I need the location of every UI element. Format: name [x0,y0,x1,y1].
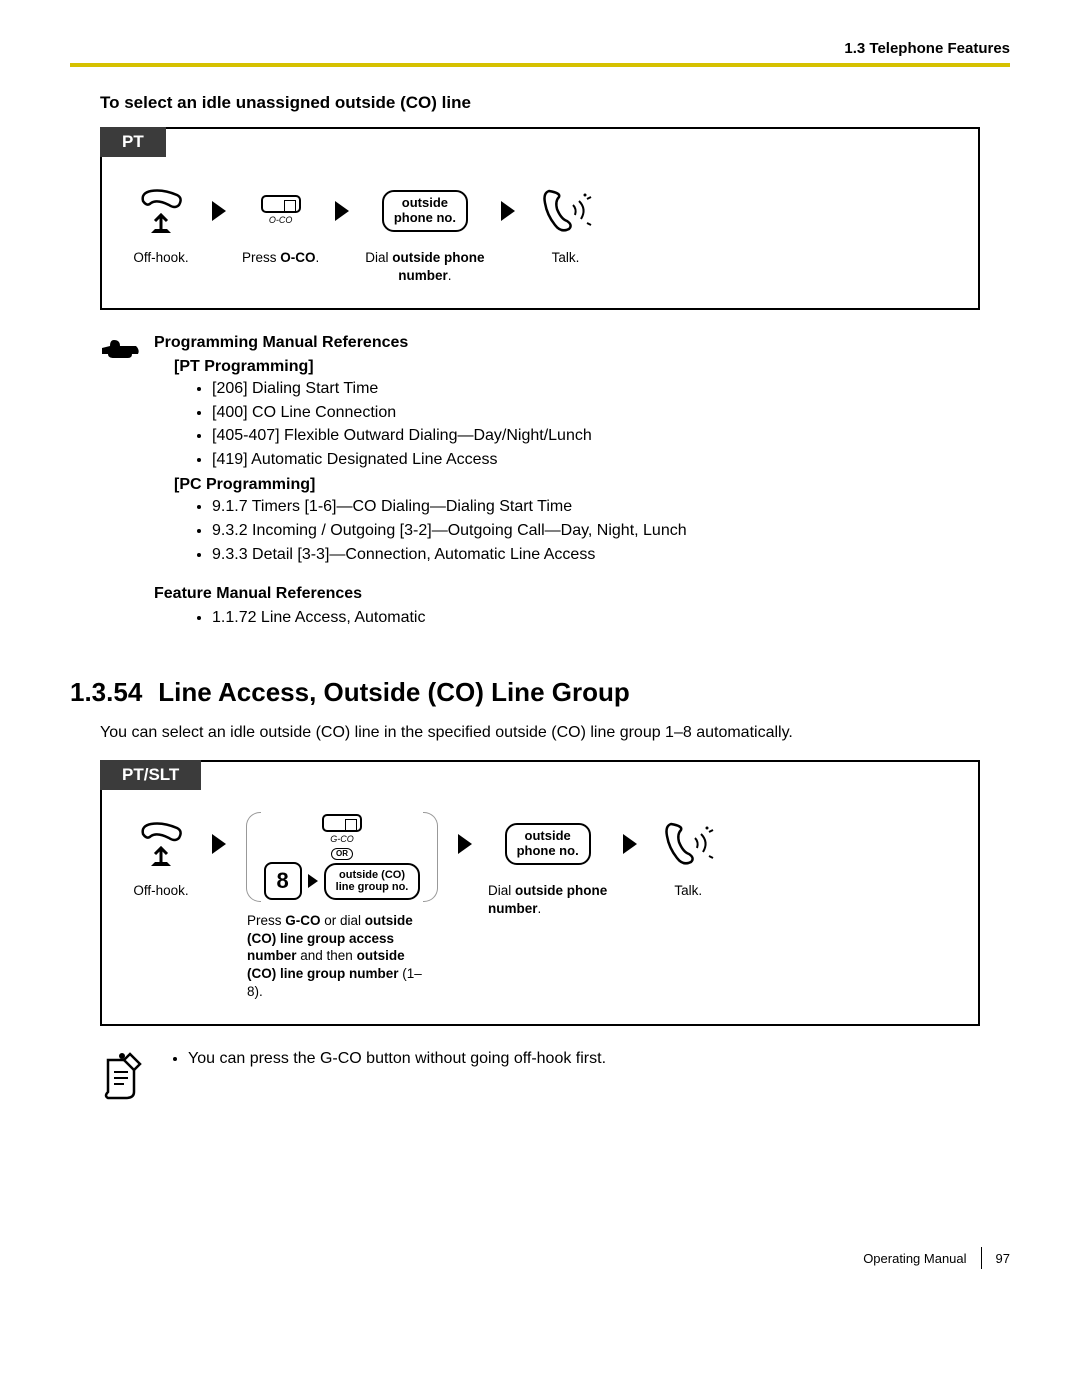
note-icon [100,1050,146,1102]
talk-icon [537,185,595,237]
step-dial-outside: outside phone no. Dial outside phone num… [488,812,607,917]
arrow [448,812,482,876]
breadcrumb: 1.3 Telephone Features [70,40,1010,57]
handset-lift-icon [133,818,189,870]
gco-button-icon [322,814,362,832]
pt-programming-list: [206] Dialing Start Time [400] CO Line C… [212,378,980,470]
step-talk: Talk. [531,179,601,267]
tab-ptslt: PT/SLT [100,760,201,790]
pointing-hand-icon [100,334,140,364]
list-item: [206] Dialing Start Time [212,378,980,400]
step-dial-outside: outside phone no. Dial outside phone num… [365,179,484,284]
talk-icon [659,818,717,870]
oco-button-icon [261,195,301,213]
key-8: 8 [264,862,302,900]
footer-manual-name: Operating Manual [863,1251,966,1266]
note-item: You can press the G-CO button without go… [188,1050,606,1068]
procedure-box-ptslt: PT/SLT Off-hook. G-CO [100,760,980,1026]
procedure-box-pt: PT Off-hook. O-CO Press O-CO. [100,127,980,310]
tab-pt: PT [100,127,166,157]
step-gco-or-dial: G-CO OR 8 outside (CO) line group no. [242,812,442,1000]
pt-programming-head: [PT Programming] [174,358,980,376]
arrow [491,179,525,243]
footer-divider [981,1247,982,1269]
arrow [613,812,647,876]
list-item: 1.1.72 Line Access, Automatic [212,607,980,629]
section-intro: You can select an idle outside (CO) line… [100,722,980,744]
list-item: 9.1.7 Timers [1-6]—CO Dialing—Dialing St… [212,496,980,518]
section-heading-1354: 1.3.54Line Access, Outside (CO) Line Gro… [70,677,1010,708]
prog-refs-title: Programming Manual References [154,334,980,352]
page-footer: Operating Manual 97 [70,1247,1010,1269]
pc-programming-head: [PC Programming] [174,476,980,494]
list-item: [400] CO Line Connection [212,402,980,424]
programming-refs: Programming Manual References [PT Progra… [100,334,980,631]
step-talk: Talk. [653,812,723,900]
step-press-oco: O-CO Press O-CO. [242,179,319,267]
line-group-no-box: outside (CO) line group no. [324,863,421,900]
step-offhook: Off-hook. [126,179,196,267]
step-offhook: Off-hook. [126,812,196,900]
footer-page-number: 97 [996,1251,1010,1266]
list-item: 9.3.3 Detail [3-3]—Connection, Automatic… [212,544,980,566]
arrow [202,179,236,243]
feature-refs-list: 1.1.72 Line Access, Automatic [212,607,980,629]
list-item: [405-407] Flexible Outward Dialing—Day/N… [212,425,980,447]
arrow [325,179,359,243]
or-pill: OR [331,848,353,860]
arrow-small [308,874,318,888]
phone-no-box: outside phone no. [505,823,591,865]
subheading-select-idle: To select an idle unassigned outside (CO… [100,93,1010,113]
handset-lift-icon [133,185,189,237]
note-block: You can press the G-CO button without go… [100,1050,980,1107]
arrow [202,812,236,876]
header-rule [70,63,1010,67]
list-item: 9.3.2 Incoming / Outgoing [3-2]—Outgoing… [212,520,980,542]
phone-no-box: outside phone no. [382,190,468,232]
list-item: [419] Automatic Designated Line Access [212,449,980,471]
feature-refs-title: Feature Manual References [154,585,980,603]
pc-programming-list: 9.1.7 Timers [1-6]—CO Dialing—Dialing St… [212,496,980,565]
